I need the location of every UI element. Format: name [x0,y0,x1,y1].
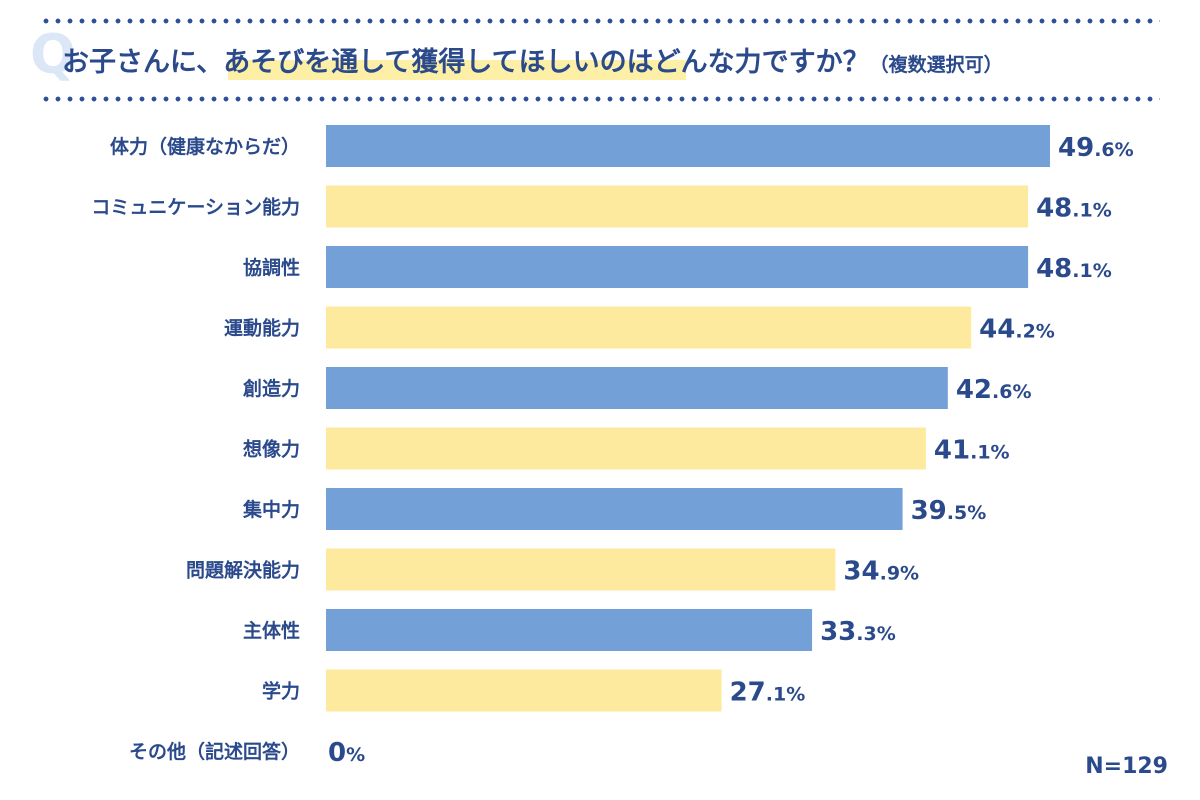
category-label: 協調性 [243,256,300,279]
value-label: 0% [328,738,365,768]
category-label: その他（記述回答） [129,740,300,763]
title-highlight [228,60,686,80]
category-label: 体力（健康なからだ） [110,135,300,158]
chart-title: お子さんに、あそびを通して獲得してほしいのはどんな力ですか？（複数選択可） [62,40,1003,79]
value-label: 42.6% [956,375,1032,405]
value-label: 48.1% [1036,194,1112,224]
value-label: 48.1% [1036,254,1112,284]
value-label: 33.3% [820,617,896,647]
bar [326,609,813,651]
value-label: 34.9% [843,557,919,587]
value-label: 41.1% [934,436,1010,466]
category-label: 集中力 [242,498,300,521]
category-label: 問題解決能力 [186,559,300,582]
bar [326,306,972,349]
chart-title-sub: （複数選択可） [869,54,1003,76]
bar [326,488,903,530]
value-label: 49.6% [1058,133,1134,163]
value-label: 44.2% [979,315,1055,345]
value-label: 27.1% [730,678,806,708]
sample-size-label: N=129 [1085,754,1168,779]
category-label: 主体性 [243,619,300,642]
category-label: 学力 [262,680,300,703]
dotted-rule-bottom [40,96,1160,102]
bar [326,367,948,409]
bar [326,185,1029,228]
question-mark-badge: Q [30,23,76,86]
dotted-rule-top [40,18,1160,24]
bar [326,246,1029,288]
category-label: コミュニケーション能力 [91,196,300,219]
bar [326,125,1050,167]
category-label: 想像力 [243,438,300,461]
bar [326,548,836,591]
value-label: 39.5% [911,496,987,526]
bar [326,669,722,712]
category-label: 運動能力 [224,317,300,340]
bar [326,427,926,470]
chart-title-main: お子さんに、あそびを通して獲得してほしいのはどんな力ですか？ [62,47,870,78]
category-label: 創造力 [243,377,300,400]
